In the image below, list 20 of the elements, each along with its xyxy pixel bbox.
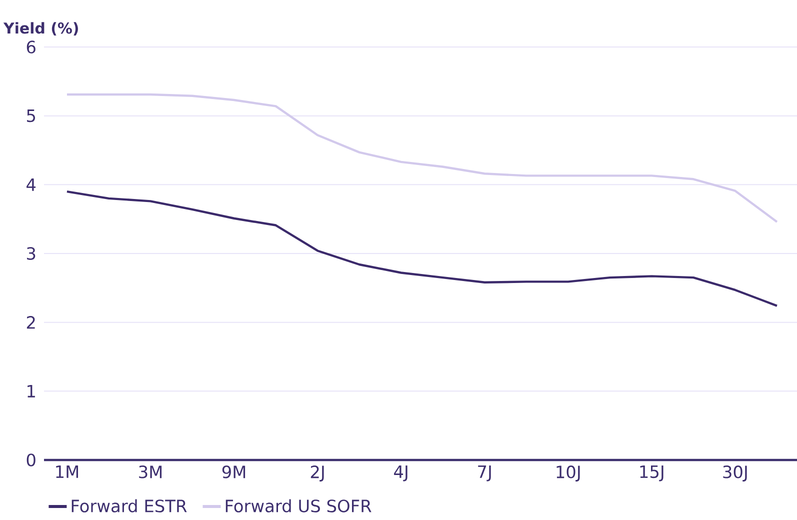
- x-tick-label: 15J: [640, 466, 664, 482]
- x-tick-label: 7J: [478, 466, 491, 482]
- x-tick-label: 2J: [310, 465, 324, 482]
- y-tick-label: 5: [27, 110, 36, 122]
- y-tick-label: 1: [28, 384, 35, 398]
- y-tick-label: 3: [27, 247, 36, 260]
- legend-label: Forward US SOFR: [226, 499, 372, 512]
- legend-label: Forward ESTR: [72, 499, 187, 512]
- y-tick-label: 0: [26, 454, 36, 466]
- x-tick-label: 1M: [56, 466, 78, 478]
- y-tick-label: 4: [26, 178, 36, 191]
- x-tick-label: 30J: [723, 465, 747, 482]
- x-tick-label: 9M: [222, 465, 246, 478]
- x-tick-label: 4J: [394, 466, 408, 482]
- x-tick-label: 3M: [139, 465, 162, 478]
- x-tick-label: 10J: [556, 465, 580, 482]
- line-series: [66, 190, 778, 307]
- y-axis-title: Yield (%): [3, 22, 78, 36]
- y-tick-label: 2: [26, 316, 35, 329]
- y-tick-label: 6: [26, 40, 36, 54]
